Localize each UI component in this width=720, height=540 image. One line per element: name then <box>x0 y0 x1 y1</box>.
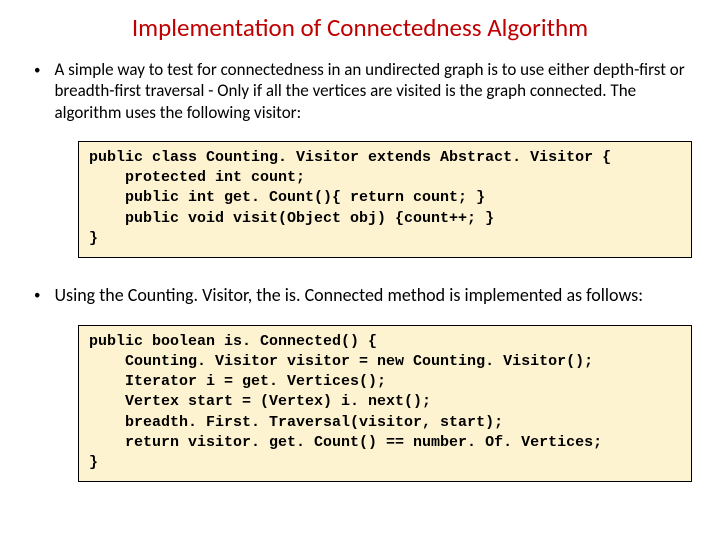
code-block-isconnected: public boolean is. Connected() { Countin… <box>78 325 692 483</box>
bullet-item: • Using the Counting. Visitor, the is. C… <box>28 284 692 307</box>
bullet-text-2: Using the Counting. Visitor, the is. Con… <box>54 284 643 307</box>
bullet-marker: • <box>34 63 40 78</box>
bullet-text-1: A simple way to test for connectedness i… <box>54 59 686 123</box>
bullet-item: • A simple way to test for connectedness… <box>28 59 692 123</box>
code-block-visitor: public class Counting. Visitor extends A… <box>78 141 692 258</box>
slide-title: Implementation of Connectedness Algorith… <box>28 12 692 43</box>
bullet-marker: • <box>34 288 40 303</box>
